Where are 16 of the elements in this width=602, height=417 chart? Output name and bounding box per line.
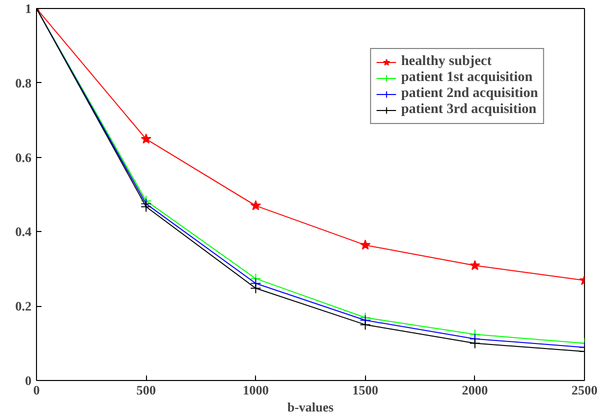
legend-label: patient 1st acquisition bbox=[401, 70, 533, 86]
legend-label: patient 2nd acquisition bbox=[401, 86, 538, 102]
x-tick-label: 1000 bbox=[242, 382, 269, 398]
x-tick-label: 500 bbox=[136, 382, 156, 398]
y-tick-label: 0.8 bbox=[15, 75, 32, 90]
legend-label: patient 3rd acquisition bbox=[401, 102, 536, 118]
x-tick-label: 1500 bbox=[352, 382, 378, 398]
x-tick-label: 2500 bbox=[572, 382, 598, 398]
x-axis-title: b-values bbox=[287, 400, 334, 414]
y-tick-label: 1 bbox=[25, 1, 32, 16]
legend-label: healthy subject bbox=[401, 54, 492, 70]
x-tick-label: 2000 bbox=[462, 382, 488, 398]
y-tick-label: 0.4 bbox=[15, 224, 32, 240]
y-tick-label: 0.6 bbox=[15, 150, 32, 165]
y-tick-label: 0.2 bbox=[15, 298, 32, 314]
y-tick-label: 0 bbox=[25, 373, 32, 388]
